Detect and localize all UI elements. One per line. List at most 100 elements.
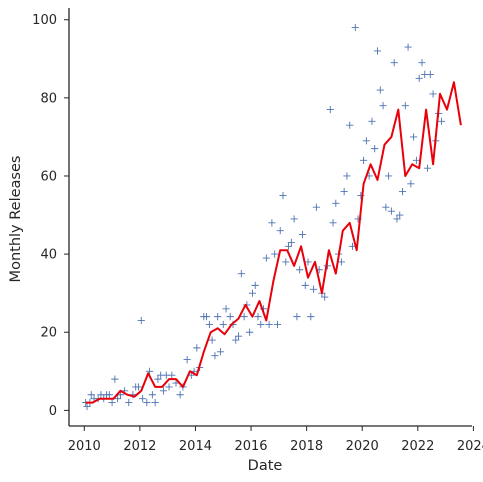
x-tick-label: 2024 [457, 439, 483, 454]
release-point [279, 191, 287, 200]
release-point [307, 313, 315, 321]
release-point [139, 395, 147, 403]
release-point [248, 289, 257, 297]
release-point [296, 266, 304, 274]
release-point [379, 102, 387, 110]
release-point [193, 344, 201, 352]
y-tick-label: 60 [40, 169, 57, 184]
release-point [257, 320, 265, 329]
y-tick-label: 80 [40, 91, 57, 106]
rolling-average-line [85, 81, 462, 404]
y-tick-label: 100 [32, 13, 57, 28]
release-point [298, 230, 307, 239]
release-point [226, 313, 234, 321]
release-point [183, 355, 191, 364]
release-point [159, 387, 168, 395]
x-tick-label: 2022 [401, 439, 434, 454]
release-point [214, 313, 222, 321]
release-point [368, 117, 376, 125]
release-point [268, 219, 276, 227]
release-point [284, 242, 293, 250]
release-point [415, 74, 423, 82]
release-point [148, 391, 156, 399]
x-tick-label: 2016 [234, 439, 267, 454]
release-point [293, 313, 301, 321]
release-point [312, 203, 320, 211]
x-tick-label: 2010 [68, 439, 101, 454]
release-point [360, 156, 368, 164]
release-point [265, 320, 273, 329]
release-point [398, 188, 407, 196]
release-point [111, 375, 119, 383]
release-point [146, 367, 154, 375]
release-point [390, 59, 398, 67]
release-point [176, 391, 184, 399]
release-point [337, 258, 345, 266]
release-point [219, 320, 227, 329]
release-point [321, 293, 329, 301]
release-point [246, 328, 254, 336]
release-point [340, 188, 348, 196]
release-point [385, 172, 393, 180]
release-point [276, 227, 284, 235]
release-point [351, 23, 359, 32]
release-point [410, 133, 418, 141]
release-point [393, 215, 401, 223]
y-tick-label: 0 [49, 404, 57, 419]
release-point [137, 316, 145, 325]
release-point [343, 172, 351, 180]
release-point [240, 313, 248, 321]
release-point [237, 270, 245, 278]
release-point [273, 320, 282, 329]
release-point [105, 391, 113, 399]
release-point [151, 398, 159, 407]
release-point [165, 383, 173, 391]
release-point [108, 398, 116, 407]
y-tick-label: 20 [40, 326, 57, 341]
release-point [208, 336, 216, 344]
release-point [423, 164, 432, 172]
release-point [222, 305, 230, 313]
release-point [362, 137, 370, 145]
release-point [418, 59, 426, 67]
release-point [401, 102, 409, 110]
axis-spines [68, 8, 472, 427]
release-point [168, 371, 176, 379]
release-point [407, 180, 415, 188]
release-point [271, 250, 279, 258]
release-point [437, 117, 446, 125]
release-point [373, 47, 382, 55]
monthly-release-points [82, 23, 446, 411]
release-point [371, 145, 379, 153]
release-point [346, 121, 354, 129]
release-point [134, 383, 143, 391]
release-point [429, 90, 437, 98]
release-point [254, 313, 262, 321]
release-point [154, 375, 162, 383]
release-point [251, 281, 259, 289]
rolling-trend-line-group [85, 81, 462, 404]
release-point [382, 203, 390, 211]
release-point [301, 281, 309, 289]
x-axis-label: Date [248, 458, 283, 474]
release-point [282, 258, 290, 266]
release-point [125, 398, 133, 407]
release-point [143, 398, 151, 407]
release-point [205, 320, 213, 329]
y-tick-label: 40 [40, 248, 57, 263]
release-point [114, 395, 122, 403]
release-point [83, 402, 91, 411]
release-point [396, 211, 404, 219]
release-point [232, 336, 240, 344]
x-tick-label: 2020 [346, 439, 379, 454]
y-axis-label: Monthly Releases [8, 156, 24, 283]
release-point [290, 215, 298, 223]
release-point [234, 332, 243, 340]
release-point [87, 391, 95, 399]
release-point [287, 238, 295, 246]
x-tick-label: 2012 [123, 439, 156, 454]
y-axis: 0 20 40 60 80 100 [32, 13, 69, 419]
x-tick-label: 2014 [179, 439, 212, 454]
